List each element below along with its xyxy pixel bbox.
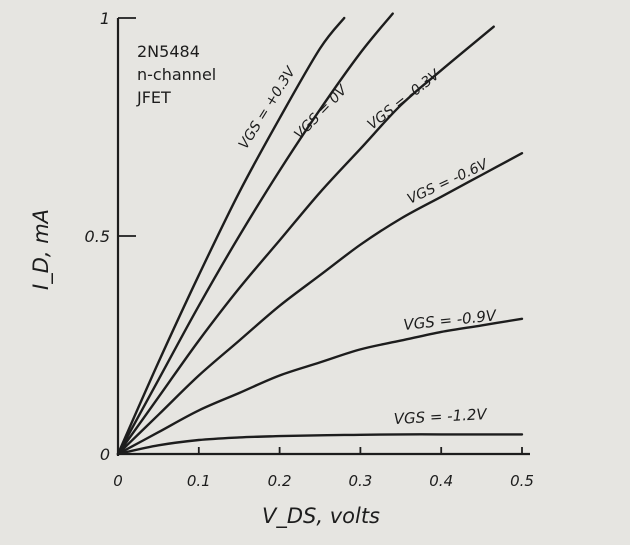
x-axis-label: V_DS, volts [262, 504, 380, 529]
series-line-4 [116, 152, 524, 456]
axes: 0 0.1 0.2 0.3 0.4 0.5 0 0.5 1 [85, 9, 534, 490]
x-tick-label: 0.5 [510, 472, 534, 490]
curve-label-4: VGS = -0.6V [405, 156, 492, 208]
series-line-6 [116, 433, 524, 456]
series-line-2 [116, 12, 394, 456]
x-tick-label: 0 [113, 472, 123, 490]
y-axis-label: I_D, mA [29, 209, 54, 290]
series-line-1 [116, 16, 346, 456]
device-annotation: 2N5484 n-channel JFET [136, 42, 216, 107]
curve-label-6: VGS = -1.2V [393, 405, 489, 428]
x-tick-label: 0.1 [187, 472, 211, 490]
annotation-line-1: 2N5484 [137, 42, 200, 61]
y-tick-label: 1 [100, 9, 110, 28]
x-tick-label: 0.2 [268, 472, 292, 490]
y-tick-label: 0.5 [85, 227, 110, 246]
x-tick-label: 0.3 [348, 472, 372, 490]
annotation-line-3: JFET [136, 88, 171, 107]
y-tick-label: 0 [100, 445, 110, 464]
curve-label-3: VGS = -0.3V [365, 66, 444, 133]
series-line-3 [116, 25, 495, 456]
curve-label-2: VGS = 0V [291, 81, 351, 142]
annotation-line-2: n-channel [137, 65, 216, 84]
series-line-5 [116, 317, 524, 456]
x-tick-label: 0.4 [429, 472, 453, 490]
curves [116, 12, 524, 456]
